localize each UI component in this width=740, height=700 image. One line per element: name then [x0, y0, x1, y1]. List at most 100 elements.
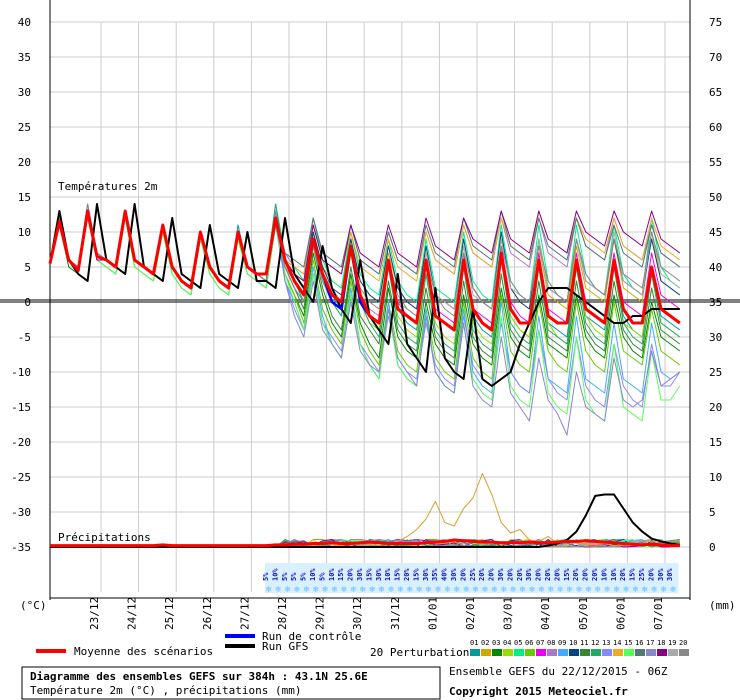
swatch-number: 16 — [635, 639, 643, 647]
probability-label: 30% — [525, 568, 533, 581]
snowflake-icon: ❄ — [529, 585, 536, 594]
snowflake-icon: ❄ — [613, 585, 620, 594]
snowflake-icon: ❄ — [519, 585, 526, 594]
snowflake-icon: ❄ — [510, 585, 517, 594]
date-label: 23/12 — [88, 597, 101, 630]
probability-label: 20% — [582, 568, 590, 581]
snowflake-icon: ❄ — [454, 585, 461, 594]
swatch-number: 20 — [679, 639, 687, 647]
probability-label: 15% — [394, 568, 402, 581]
probability-label: 10% — [328, 568, 336, 581]
right-tick-label: 25 — [709, 366, 722, 379]
left-tick-label: 5 — [24, 261, 31, 274]
snowflake-icon: ❄ — [388, 585, 395, 594]
snowflake-icon: ❄ — [275, 585, 282, 594]
left-tick-label: -20 — [11, 436, 31, 449]
swatch-color — [580, 649, 590, 656]
right-tick-label: 40 — [709, 261, 722, 274]
snowflake-icon: ❄ — [397, 585, 404, 594]
swatch-color — [558, 649, 568, 656]
date-label: 05/01 — [577, 597, 590, 630]
probability-label: 10% — [600, 568, 608, 581]
swatch-number: 18 — [657, 639, 665, 647]
probability-label: 25% — [469, 568, 477, 581]
swatch-color — [602, 649, 612, 656]
swatch-color — [591, 649, 601, 656]
swatch-color — [657, 649, 667, 656]
swatch-number: 14 — [613, 639, 621, 647]
swatch-color — [569, 649, 579, 656]
snowflake-icon: ❄ — [416, 585, 423, 594]
swatch-number: 07 — [536, 639, 544, 647]
swatch-color — [547, 649, 557, 656]
probability-label: 30% — [422, 568, 430, 581]
right-tick-label: 0 — [709, 541, 716, 554]
probability-label: 25% — [638, 568, 646, 581]
date-label: 31/12 — [389, 597, 402, 630]
swatch-color — [624, 649, 634, 656]
snowflake-icon: ❄ — [491, 585, 498, 594]
date-label: 27/12 — [238, 597, 251, 630]
swatch-number: 11 — [580, 639, 588, 647]
swatch-number: 09 — [558, 639, 566, 647]
probability-label: 30% — [497, 568, 505, 581]
left-tick-label: -10 — [11, 366, 31, 379]
left-unit-label: (°C) — [20, 599, 47, 612]
snowflake-icon: ❄ — [566, 585, 573, 594]
left-tick-label: 15 — [18, 191, 31, 204]
ensemble-info: Ensemble GEFS du 22/12/2015 - 06Z — [449, 665, 668, 678]
date-label: 02/01 — [464, 597, 477, 630]
probability-label: 20% — [516, 568, 524, 581]
probability-label: 30% — [375, 568, 383, 581]
swatch-color — [646, 649, 656, 656]
right-tick-label: 15 — [709, 436, 722, 449]
right-tick-label: 60 — [709, 121, 722, 134]
swatch-color — [668, 649, 678, 656]
snowflake-icon: ❄ — [623, 585, 630, 594]
right-tick-label: 5 — [709, 506, 716, 519]
snowflake-icon: ❄ — [538, 585, 545, 594]
swatch-number: 08 — [547, 639, 555, 647]
probability-label: 20% — [506, 568, 514, 581]
copyright: Copyright 2015 Meteociel.fr — [449, 685, 628, 698]
right-tick-label: 70 — [709, 51, 722, 64]
left-tick-label: 30 — [18, 86, 31, 99]
date-label: 03/01 — [502, 597, 515, 630]
swatch-color — [492, 649, 502, 656]
snowflake-icon: ❄ — [463, 585, 470, 594]
probability-label: 5% — [262, 572, 270, 581]
right-tick-label: 65 — [709, 86, 722, 99]
legend-mean-label: Moyenne des scénarios — [74, 645, 213, 658]
probability-label: 20% — [488, 568, 496, 581]
left-tick-label: 10 — [18, 226, 31, 239]
probability-label: 5% — [290, 572, 298, 581]
left-tick-label: -5 — [18, 331, 31, 344]
snowflake-icon: ❄ — [651, 585, 658, 594]
swatch-number: 12 — [591, 639, 599, 647]
probability-label: 20% — [535, 568, 543, 581]
probability-label: 5% — [300, 572, 308, 581]
swatch-color — [514, 649, 524, 656]
swatch-color — [470, 649, 480, 656]
snowflake-icon: ❄ — [632, 585, 639, 594]
probability-label: 20% — [544, 568, 552, 581]
legend: Moyenne des scénarios Run de contrôle Ru… — [36, 630, 689, 659]
probability-label: 20% — [347, 568, 355, 581]
legend-control-label: Run de contrôle — [262, 630, 361, 643]
date-label: 28/12 — [276, 597, 289, 630]
right-unit-label: (mm) — [709, 599, 736, 612]
snowflake-icon: ❄ — [284, 585, 291, 594]
swatch-number: 05 — [514, 639, 522, 647]
legend-perturbations-label: 20 Perturbations — [370, 646, 476, 659]
probability-label: 20% — [619, 568, 627, 581]
probability-label: 30% — [657, 568, 665, 581]
snowflake-icon: ❄ — [425, 585, 432, 594]
snowflake-icon: ❄ — [331, 585, 338, 594]
gfs-precip-line — [50, 493, 680, 548]
date-label: 30/12 — [351, 597, 364, 630]
date-label: 04/01 — [539, 597, 552, 630]
right-tick-label: 45 — [709, 226, 722, 239]
probability-label: 20% — [478, 568, 486, 581]
